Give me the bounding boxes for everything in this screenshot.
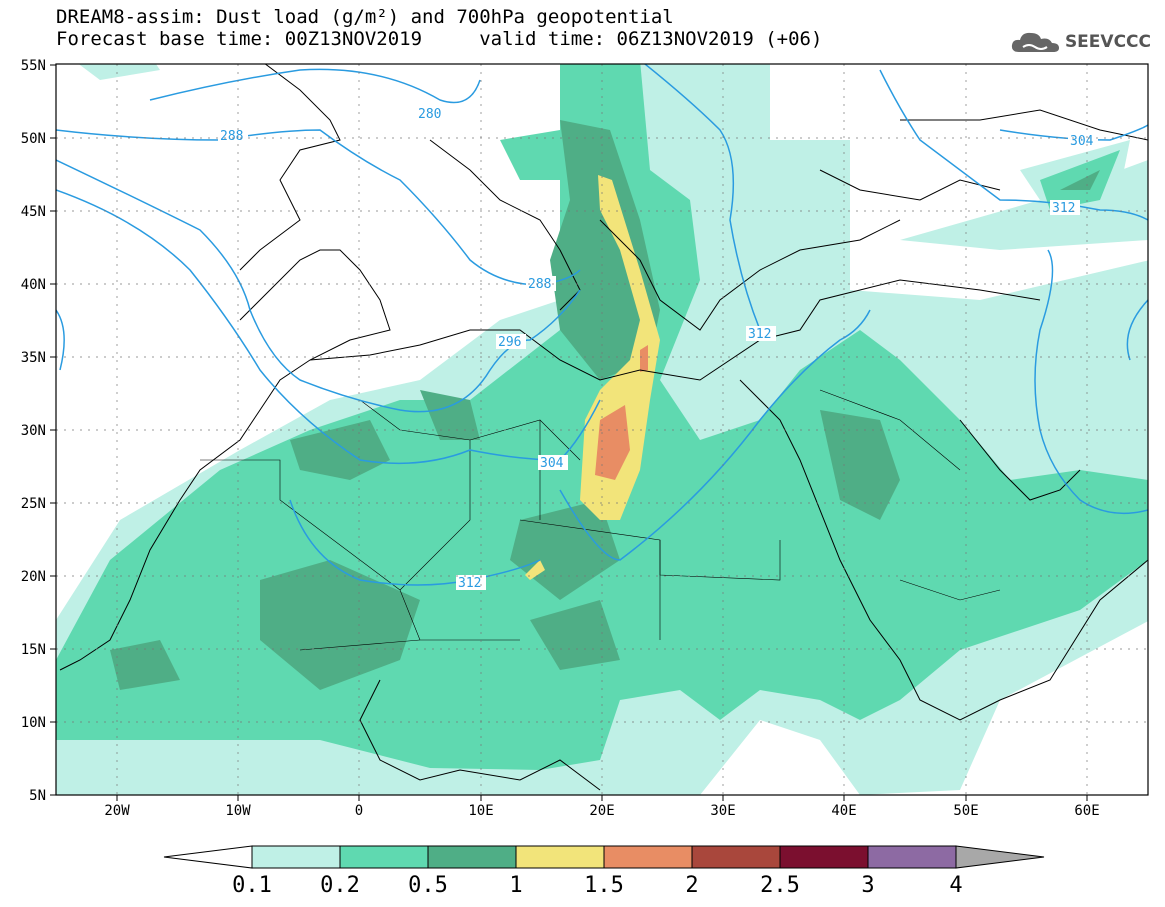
colorbar-label: 3	[861, 873, 874, 898]
colorbar-swatch	[603, 845, 693, 869]
cloud-icon	[1011, 32, 1059, 52]
colorbar-extend-high	[955, 845, 1045, 869]
lon-tick-labels: 20W 10W 0 10E 20E 30E 40E 50E 60E	[104, 803, 1099, 819]
svg-text:312: 312	[748, 327, 771, 342]
forecast-time-subtitle: Forecast base time: 00Z13NOV2019 valid t…	[56, 28, 823, 50]
svg-text:288: 288	[528, 277, 551, 292]
colorbar-extend-low	[163, 845, 253, 869]
colorbar-swatch	[427, 845, 517, 869]
contour-label-312-a: 312	[456, 575, 486, 591]
svg-text:280: 280	[418, 107, 441, 122]
svg-text:312: 312	[458, 576, 481, 591]
logo-text: SEEVCCC	[1064, 32, 1151, 52]
dust-level-1.5	[595, 345, 648, 480]
colorbar-swatch	[691, 845, 781, 869]
svg-text:288: 288	[220, 129, 243, 144]
lat-tick-labels: 5N 10N 15N 20N 25N 30N 35N 40N 45N 50N 5…	[21, 58, 46, 804]
lon-label: 30E	[710, 803, 735, 819]
tick-marks	[50, 64, 1088, 801]
colorbar-label: 0.1	[232, 873, 272, 898]
colorbar-swatch	[515, 845, 605, 869]
map-title: DREAM8-assim: Dust load (g/m²) and 700hP…	[56, 6, 674, 28]
contour-label-280: 280	[416, 106, 446, 122]
dust-level-0.5	[110, 120, 1100, 690]
contour-label-288-b: 288	[526, 276, 556, 292]
lat-label: 30N	[21, 423, 46, 439]
colorbar: 0.1 0.2 0.5 1 1.5 2 2.5 3 4	[163, 845, 1045, 898]
lon-label: 20E	[589, 803, 614, 819]
colorbar-label: 2	[685, 873, 698, 898]
svg-text:304: 304	[1070, 134, 1094, 149]
lon-label: 60E	[1074, 803, 1099, 819]
contour-label-312-c: 312	[1050, 200, 1080, 216]
colorbar-swatch	[779, 845, 869, 869]
colorbar-label: 0.2	[320, 873, 360, 898]
colorbar-label: 0.5	[408, 873, 448, 898]
colorbar-swatch	[867, 845, 957, 869]
country-borders	[200, 389, 1001, 651]
contour-label-288-a: 288	[218, 128, 248, 144]
contour-label-304-a: 304	[538, 455, 568, 471]
contour-label-296: 296	[496, 334, 526, 350]
colorbar-swatch	[251, 845, 341, 869]
lat-label: 20N	[21, 569, 46, 585]
lat-label: 40N	[21, 277, 46, 293]
svg-text:312: 312	[1052, 201, 1075, 216]
colorbar-label: 1	[509, 873, 522, 898]
lon-label: 10W	[225, 803, 251, 819]
lat-label: 35N	[21, 350, 46, 366]
lat-label: 5N	[29, 788, 46, 804]
lat-label: 55N	[21, 58, 46, 74]
lat-label: 50N	[21, 131, 46, 147]
colorbar-swatch	[339, 845, 429, 869]
contour-label-312-b: 312	[746, 326, 776, 342]
seevccc-logo: SEEVCCC	[1011, 30, 1151, 54]
colorbar-label: 1.5	[584, 873, 624, 898]
svg-text:296: 296	[498, 335, 521, 350]
colorbar-label: 2.5	[760, 873, 800, 898]
lon-label: 50E	[953, 803, 978, 819]
lon-label: 40E	[831, 803, 856, 819]
lon-label: 0	[355, 803, 363, 819]
svg-text:304: 304	[540, 456, 564, 471]
lat-label: 15N	[21, 642, 46, 658]
contour-label-304-b: 304	[1068, 133, 1098, 149]
lon-label: 10E	[468, 803, 493, 819]
graticule	[56, 64, 1148, 795]
lat-label: 45N	[21, 204, 46, 220]
colorbar-label: 4	[949, 873, 962, 898]
lat-label: 25N	[21, 496, 46, 512]
lon-label: 20W	[104, 803, 130, 819]
coastlines	[59, 64, 1148, 791]
lat-label: 10N	[21, 715, 46, 731]
